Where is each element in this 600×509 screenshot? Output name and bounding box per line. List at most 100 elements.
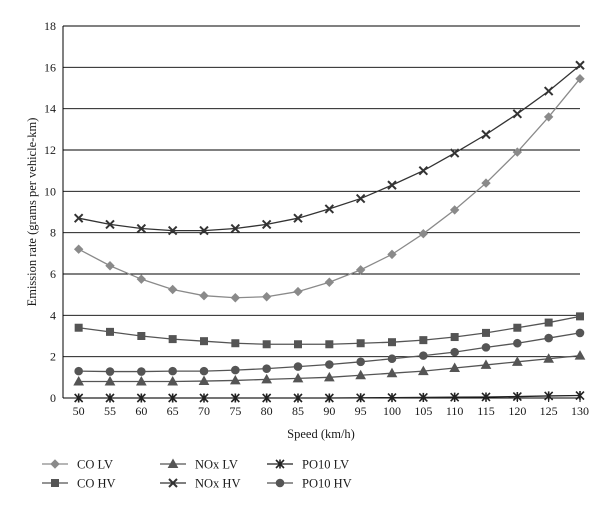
data-point-co-lv: [261, 292, 272, 302]
data-point-co-lv: [230, 293, 241, 303]
x-tick-label: 90: [323, 404, 335, 418]
data-point-po10-lv: [418, 392, 428, 402]
y-tick-label: 10: [44, 184, 56, 198]
data-point-nox-lv: [355, 369, 367, 380]
x-tick-label: 100: [383, 404, 401, 418]
data-point-co-hv: [294, 340, 302, 349]
x-tick-label: 105: [414, 404, 432, 418]
data-point-nox-hv: [324, 204, 335, 214]
data-point-nox-lv: [167, 375, 179, 386]
data-point-nox-hv: [167, 225, 178, 236]
x-axis-title: Speed (km/h): [287, 427, 355, 441]
data-point-nox-lv: [574, 350, 586, 360]
series-line-co-lv: [78, 78, 581, 299]
data-point-nox-hv: [575, 60, 585, 70]
legend-label: PO10 HV: [302, 477, 352, 491]
data-point-po10-hv: [513, 338, 522, 348]
data-point-nox-lv: [323, 371, 335, 382]
data-point-co-hv: [231, 339, 240, 348]
data-point-nox-lv: [261, 373, 273, 384]
data-point-nox-hv: [387, 180, 397, 190]
x-tick-label: 115: [477, 404, 495, 418]
data-point-nox-lv: [449, 362, 461, 373]
data-point-co-lv: [136, 274, 147, 284]
x-tick-labels: 50 55 60 65 70 75 80 85 90 95 100 105 110 115 120 125 13…: [73, 404, 589, 418]
x-tick-label: 85: [292, 404, 304, 418]
data-point-nox-hv: [355, 193, 366, 204]
x-tick-label: 130: [571, 404, 589, 418]
data-point-po10-lv: [262, 393, 272, 403]
data-point-nox-hv: [543, 86, 554, 96]
legend-marker-po10-lv: [275, 459, 285, 469]
data-point-nox-hv: [481, 129, 491, 140]
x-tick-label: 120: [508, 404, 526, 418]
data-point-po10-hv: [137, 367, 146, 376]
legend-label: CO LV: [77, 458, 113, 472]
x-tick-label: 70: [198, 404, 210, 418]
data-point-co-hv: [74, 323, 83, 332]
data-point-nox-hv: [512, 109, 523, 119]
data-point-po10-hv: [356, 357, 365, 367]
data-point-po10-hv: [387, 354, 397, 364]
data-point-co-lv: [324, 277, 335, 287]
legend-marker-po10-hv: [275, 478, 285, 488]
data-point-po10-hv: [450, 347, 459, 357]
data-point-po10-lv: [74, 393, 84, 403]
data-point-po10-lv: [450, 392, 460, 402]
y-tick-labels: 0 2 4 6 8 10 12 14 16 18: [44, 19, 56, 405]
data-point-co-hv: [262, 340, 271, 349]
data-point-co-hv: [513, 323, 522, 332]
data-point-nox-hv: [73, 213, 84, 223]
series-nox-lv: [73, 350, 586, 386]
data-point-po10-hv: [105, 367, 115, 376]
data-point-po10-lv: [136, 393, 146, 403]
data-point-co-lv: [449, 205, 460, 215]
series-po10-lv: [74, 390, 585, 403]
data-point-po10-hv: [481, 343, 491, 352]
x-tick-label: 55: [104, 404, 116, 418]
data-point-po10-lv: [512, 391, 522, 402]
data-point-co-hv: [576, 312, 584, 321]
data-point-po10-lv: [575, 390, 585, 401]
data-point-nox-hv: [105, 219, 115, 230]
data-point-po10-lv: [544, 391, 554, 401]
series-po10-hv: [74, 328, 585, 376]
legend-label: NOx HV: [195, 477, 240, 491]
data-point-co-lv: [105, 261, 115, 271]
data-point-co-lv: [199, 290, 209, 301]
data-point-po10-lv: [387, 393, 397, 403]
y-tick-label: 14: [44, 102, 56, 116]
legend-item-co-lv: CO LV: [42, 458, 113, 472]
series-group: [73, 60, 586, 403]
series-line-co-hv: [78, 315, 581, 345]
data-point-co-hv: [137, 332, 146, 340]
data-point-nox-lv: [480, 359, 492, 369]
data-point-nox-lv: [104, 375, 116, 386]
data-point-co-lv: [481, 178, 491, 188]
data-point-nox-lv: [417, 365, 429, 376]
data-point-nox-lv: [135, 375, 147, 386]
data-point-po10-hv: [74, 366, 83, 376]
data-point-co-hv: [356, 339, 365, 348]
data-point-po10-lv: [230, 393, 240, 403]
series-line-nox-hv: [78, 64, 581, 232]
legend-label: PO10 LV: [302, 458, 349, 472]
x-tick-label: 50: [73, 404, 85, 418]
data-point-co-lv: [355, 265, 366, 275]
legend: CO LV NOx LV PO10 LV CO HV NOx HV PO10 HV: [42, 458, 352, 491]
data-point-po10-hv: [293, 362, 303, 371]
data-point-po10-hv: [419, 351, 428, 360]
data-point-nox-hv: [136, 223, 147, 234]
x-tick-label: 125: [540, 404, 558, 418]
y-axis-title: Emission rate (grams per vehicle-km): [25, 118, 39, 307]
data-point-co-hv: [482, 328, 490, 337]
y-tick-label: 12: [44, 143, 56, 157]
data-point-co-lv: [293, 286, 303, 297]
data-point-po10-lv: [168, 393, 178, 403]
data-point-nox-lv: [543, 353, 555, 363]
y-tick-label: 8: [50, 226, 56, 240]
data-point-nox-hv: [293, 213, 303, 223]
legend-marker-co-hv: [51, 479, 59, 487]
data-point-co-hv: [388, 338, 396, 347]
